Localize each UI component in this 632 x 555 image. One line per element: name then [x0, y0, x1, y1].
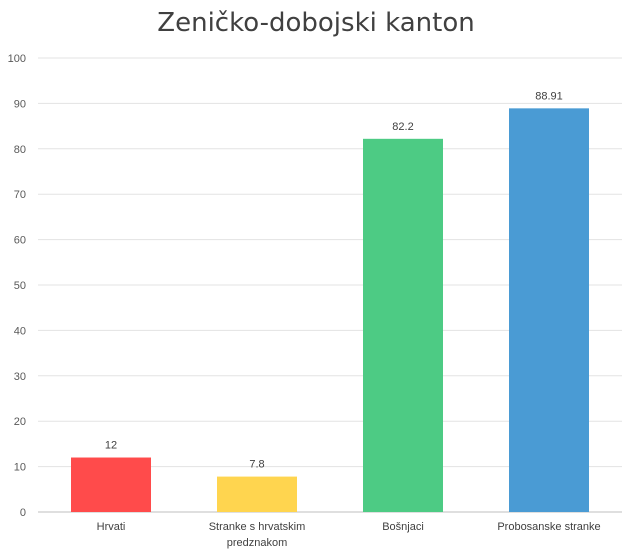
chart-title: Zeničko-dobojski kanton [157, 8, 475, 38]
y-tick-label: 40 [14, 325, 26, 337]
x-category-label: Probosanske stranke [497, 521, 600, 533]
y-tick-label: 0 [20, 507, 26, 519]
y-tick-label: 90 [14, 98, 26, 110]
bar [217, 476, 297, 512]
bar [363, 138, 443, 512]
data-label: 82.2 [392, 121, 413, 133]
x-category-label: Bošnjaci [382, 521, 424, 533]
bar [71, 457, 151, 512]
y-tick-label: 60 [14, 235, 26, 247]
data-label: 7.8 [249, 459, 264, 471]
y-tick-label: 70 [14, 189, 26, 201]
data-label: 88.91 [535, 90, 563, 102]
x-category-label: Stranke s hrvatskim [209, 521, 306, 533]
y-tick-label: 80 [14, 144, 26, 156]
x-category-label: Hrvati [97, 521, 126, 533]
y-tick-label: 100 [8, 53, 26, 65]
data-label: 12 [105, 440, 117, 452]
y-tick-label: 20 [14, 416, 26, 428]
y-tick-label: 30 [14, 371, 26, 383]
y-tick-label: 50 [14, 280, 26, 292]
x-category-label: predznakom [227, 537, 288, 549]
bar [509, 108, 589, 512]
y-tick-label: 10 [14, 462, 26, 474]
